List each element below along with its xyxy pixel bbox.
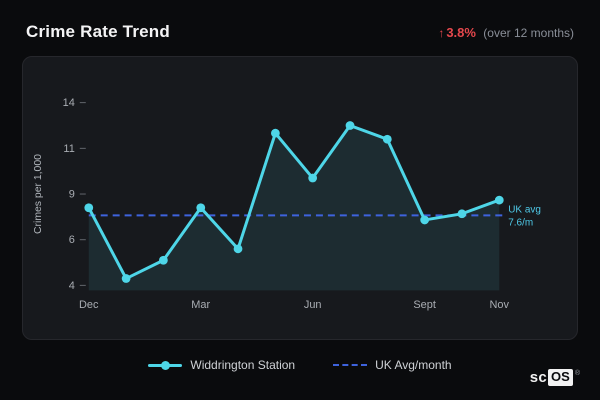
data-point [84, 203, 94, 213]
legend-label: UK Avg/month [375, 358, 452, 372]
legend-item-widdrington-station[interactable]: Widdrington Station [148, 358, 295, 372]
series-line [87, 124, 501, 281]
crime-trend-chart: Crimes per 1,000 4 6 9 11 14 Dec Mar Jun Sept Nov U… [33, 97, 541, 311]
y-tick-label: 11 [63, 143, 74, 155]
data-point [420, 215, 430, 225]
data-point [121, 274, 131, 283]
y-tick-label: 4 [69, 280, 75, 292]
logo-text-sc: sc [529, 369, 548, 386]
dashed-line-swatch-icon [333, 364, 368, 366]
up-arrow-icon: ↑ [438, 26, 445, 40]
legend-item-uk-avg[interactable]: UK Avg/month [333, 358, 452, 372]
data-point [308, 173, 318, 183]
x-tick-label: Sept [413, 299, 436, 311]
scos-logo: sc OS ® [530, 369, 580, 386]
y-tick-label: 6 [69, 234, 75, 246]
page-title: Crime Rate Trend [26, 22, 170, 41]
uk-avg-annotation-line1: UK avg [508, 204, 541, 215]
change-caption: (over 12 months) [483, 26, 574, 40]
uk-avg-annotation-line2: 7.6/m [508, 217, 533, 228]
x-tick-label: Jun [304, 299, 322, 311]
series-area-fill [88, 125, 500, 291]
data-point [196, 203, 206, 213]
registered-trademark-icon: ® [574, 370, 580, 377]
line-dot-swatch-icon [148, 360, 183, 370]
y-axis-title: Crimes per 1,000 [33, 154, 44, 234]
data-point [457, 209, 467, 219]
data-point [345, 121, 355, 130]
chart-card: Crimes per 1,000 4 6 9 11 14 Dec Mar Jun Sept Nov U… [22, 56, 578, 340]
y-tick-label: 14 [63, 97, 75, 109]
data-point [382, 134, 392, 144]
chart-legend: Widdrington Station UK Avg/month [0, 358, 600, 372]
change-percent: 3.8% [446, 25, 476, 40]
logo-box-os: OS [548, 369, 573, 386]
dot-icon [160, 360, 170, 370]
data-point [233, 244, 243, 254]
trend-stat: ↑ 3.8% (over 12 months) [438, 25, 574, 40]
y-tick-label: 9 [69, 189, 75, 201]
x-tick-label: Mar [191, 299, 210, 311]
header: Crime Rate Trend ↑ 3.8% (over 12 months) [0, 0, 600, 56]
x-tick-label: Nov [490, 299, 510, 311]
x-tick-label: Dec [79, 299, 99, 311]
data-point [271, 128, 280, 138]
data-point [159, 255, 168, 265]
data-point [494, 195, 504, 205]
legend-label: Widdrington Station [190, 358, 296, 372]
